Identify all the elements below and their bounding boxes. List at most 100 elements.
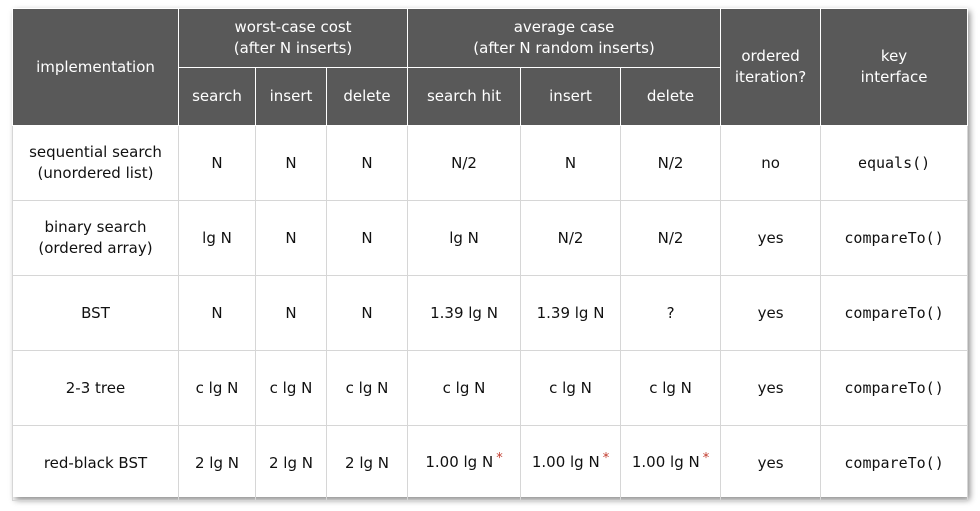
- average-case-cell: c lg N: [407, 350, 522, 426]
- implementation-cell: sequential search (unordered list): [12, 125, 179, 201]
- cost-value: 2 lg N: [269, 453, 313, 472]
- ordered-iteration-cell: yes: [720, 275, 822, 351]
- cost-value: lg N: [202, 228, 232, 247]
- average-case-cell: N/2: [520, 200, 622, 276]
- implementation-line: sequential search: [29, 143, 162, 161]
- key-interface-cell: compareTo(): [820, 275, 969, 351]
- average-case-cell: c lg N: [620, 350, 722, 426]
- header-worst-case-line1: worst-case cost: [234, 18, 352, 36]
- average-case-cell: c lg N: [520, 350, 622, 426]
- cost-value: c lg N: [649, 378, 692, 397]
- header-worst-case: worst-case cost (after N inserts): [177, 8, 409, 68]
- header-average-case: average case (after N random inserts): [407, 8, 722, 68]
- implementation-line: BST: [81, 303, 110, 322]
- average-case-cell: N/2: [620, 125, 722, 201]
- cost-value: 1.00 lg N: [425, 453, 494, 471]
- table-body: sequential search (unordered list) N N N N/2 N…: [12, 125, 969, 501]
- average-case-cell: ?: [620, 275, 722, 351]
- worst-case-cell: 2 lg N: [325, 425, 409, 501]
- cost-value: N: [285, 153, 297, 172]
- average-case-cell: 1.39 lg N: [520, 275, 622, 351]
- header-row-top: implementation worst-case cost (after N …: [12, 8, 969, 126]
- average-case-cell: 1.00 lg N *: [520, 425, 622, 501]
- cost-value: N: [361, 303, 373, 322]
- cost-value: N: [211, 153, 223, 172]
- subheader-worst-insert: insert: [255, 67, 327, 126]
- cost-value: 2 lg N: [345, 453, 390, 472]
- header-implementation: implementation: [12, 8, 179, 126]
- implementation-line: (ordered array): [38, 239, 153, 257]
- key-interface-cell: compareTo(): [820, 350, 969, 426]
- key-interface-cell: compareTo(): [820, 200, 969, 276]
- footnote-asterisk: *: [702, 451, 710, 466]
- cost-value: ?: [666, 303, 675, 322]
- worst-case-cell: c lg N: [255, 350, 327, 426]
- cost-value: N: [361, 153, 373, 172]
- footnote-asterisk: *: [602, 451, 610, 466]
- footnote-asterisk: *: [496, 451, 503, 466]
- worst-case-cell: 2 lg N: [255, 425, 327, 501]
- subheader-avg-delete: delete: [620, 67, 722, 126]
- implementation-line: binary search: [44, 218, 147, 236]
- average-case-cell: 1.00 lg N *: [620, 425, 722, 501]
- key-interface-cell: equals(): [820, 125, 969, 201]
- worst-case-cell: N: [325, 125, 409, 201]
- worst-case-cell: N: [255, 275, 327, 351]
- cost-value: 1.39 lg N: [430, 303, 498, 322]
- cost-value: 1.00 lg N: [631, 453, 700, 471]
- worst-case-cell: N: [178, 125, 256, 201]
- implementation-line: (unordered list): [37, 164, 154, 182]
- worst-case-cell: c lg N: [178, 350, 256, 426]
- implementation-line: red-black BST: [43, 453, 148, 472]
- table-row: 2-3 tree c lg N c lg N c lg N c lg N c lg N c …: [12, 350, 969, 426]
- cost-value: N/2: [657, 228, 684, 247]
- average-case-cell: N/2: [620, 200, 722, 276]
- subheader-worst-delete: delete: [325, 67, 409, 126]
- implementation-cell: BST: [12, 275, 179, 351]
- average-case-cell: lg N: [407, 200, 522, 276]
- subheader-avg-search-hit: search hit: [407, 67, 522, 126]
- worst-case-cell: lg N: [178, 200, 256, 276]
- average-case-cell: 1.39 lg N: [407, 275, 522, 351]
- cost-value: c lg N: [195, 378, 239, 397]
- cost-value: 2 lg N: [195, 453, 239, 472]
- table-row: BST N N N 1.39 lg N 1.39 lg N? yes compareTo(): [12, 275, 969, 351]
- average-case-cell: N: [520, 125, 622, 201]
- header-row-sub: search insert delete search hit insert d…: [13, 67, 968, 126]
- worst-case-cell: N: [325, 200, 409, 276]
- header-ordered-iteration: ordered iteration?: [720, 8, 822, 126]
- symbol-table-summary-card: implementation worst-case cost (after N …: [12, 8, 969, 501]
- header-key-line2: interface: [860, 68, 928, 86]
- table-row: sequential search (unordered list) N N N N/2 N…: [12, 125, 969, 201]
- key-interface-cell: compareTo(): [820, 425, 969, 501]
- ordered-iteration-cell: yes: [720, 200, 822, 276]
- implementation-cell: red-black BST: [12, 425, 179, 501]
- worst-case-cell: N: [325, 275, 409, 351]
- header-key-line1: key: [880, 47, 908, 65]
- cost-value: lg N: [449, 228, 479, 247]
- cost-value: 1.00 lg N: [531, 453, 600, 471]
- cost-value: N: [211, 303, 223, 322]
- cost-value: N/2: [557, 228, 584, 247]
- cost-value: N: [285, 303, 297, 322]
- average-case-cell: 1.00 lg N *: [407, 425, 522, 501]
- cost-value: N: [361, 228, 373, 247]
- implementation-cell: binary search (ordered array): [12, 200, 179, 276]
- cost-value: N/2: [451, 153, 477, 172]
- worst-case-cell: N: [255, 125, 327, 201]
- header-worst-case-line2: (after N inserts): [233, 39, 353, 57]
- header-ordered-line2: iteration?: [734, 68, 807, 86]
- cost-value: c lg N: [442, 378, 486, 397]
- header-ordered-line1: ordered: [741, 47, 800, 65]
- ordered-iteration-cell: yes: [720, 350, 822, 426]
- worst-case-cell: N: [178, 275, 256, 351]
- symbol-table-comparison: implementation worst-case cost (after N …: [12, 8, 969, 501]
- worst-case-cell: N: [255, 200, 327, 276]
- header-average-case-line2: (after N random inserts): [473, 39, 655, 57]
- cost-value: c lg N: [345, 378, 389, 397]
- subheader-avg-insert: insert: [520, 67, 622, 126]
- average-case-cell: N/2: [407, 125, 522, 201]
- implementation-line: 2-3 tree: [65, 378, 126, 397]
- ordered-iteration-cell: yes: [720, 425, 822, 501]
